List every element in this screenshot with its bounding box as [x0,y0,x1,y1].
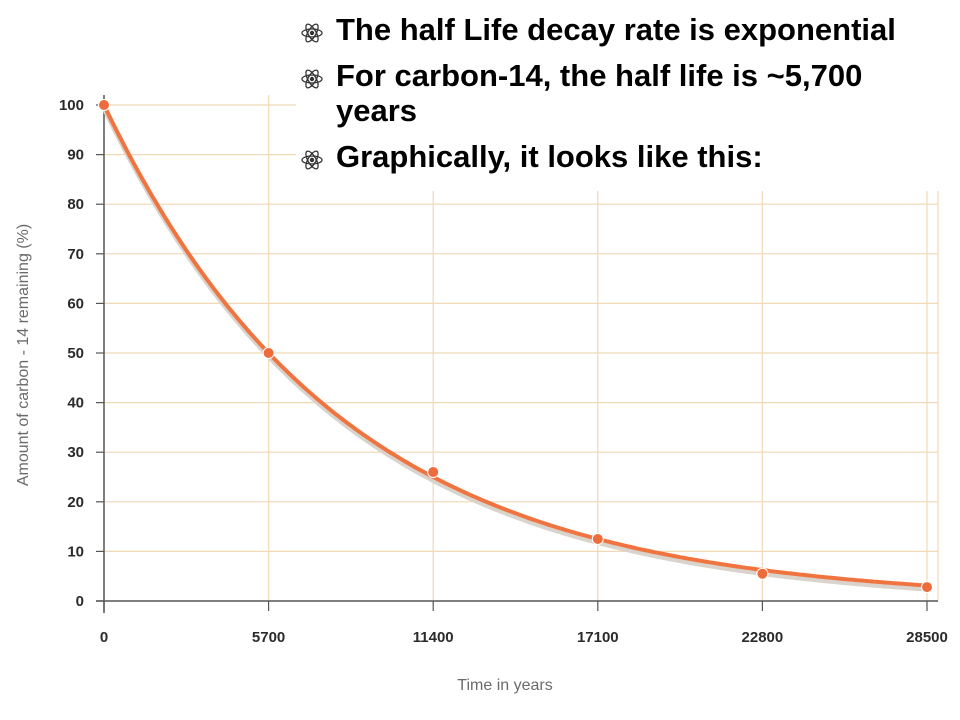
bullet-item: The half Life decay rate is exponential [300,12,940,47]
tick-labels: 0 10 20 30 40 50 60 70 80 90 100 0 5700 11400 17100 228… [59,97,948,646]
bullet-text: The half Life decay rate is exponential [336,12,896,47]
data-point [921,581,933,594]
y-tick-label: 30 [67,444,84,461]
bullet-item: Graphically, it looks like this: [300,139,940,174]
data-point [427,466,440,479]
decay-curve [102,104,928,588]
data-points [98,99,933,594]
y-axis-title: Amount of carbon - 14 remaining (%) [15,224,32,486]
bullet-text: For carbon-14, the half life is ~5,700 y… [336,58,863,128]
x-tick-label: 0 [100,629,108,646]
y-tick-label: 50 [67,345,84,362]
decay-curve-group [102,104,928,592]
decay-curve-shadow [102,108,928,592]
y-tick-label: 10 [67,543,84,560]
data-point [756,567,769,580]
x-tick-label: 11400 [413,629,454,646]
bullet-text: Graphically, it looks like this: [336,139,763,174]
bullet-item: For carbon-14, the half life is ~5,700 y… [300,58,940,128]
x-axis-title: Time in years [457,677,552,694]
y-tick-label: 40 [67,395,84,412]
atom-icon [300,67,324,91]
bullet-list: The half Life decay rate is exponential … [296,10,948,191]
data-point [262,347,275,359]
y-tick-label: 100 [59,97,84,114]
y-tick-label: 20 [67,494,84,511]
data-point [591,533,604,545]
y-tick-label: 0 [76,593,84,610]
x-tick-label: 22800 [742,629,784,646]
x-tick-label: 28500 [906,629,948,646]
y-tick-label: 80 [67,196,84,213]
x-tick-label: 17100 [577,629,619,646]
x-tick-label: 5700 [252,629,285,646]
chart-axes [96,95,938,613]
y-tick-label: 90 [67,147,84,164]
atom-icon [300,21,324,45]
y-tick-label: 70 [67,246,84,263]
data-point [98,99,110,111]
y-tick-label: 60 [67,295,84,312]
atom-icon [300,148,324,172]
